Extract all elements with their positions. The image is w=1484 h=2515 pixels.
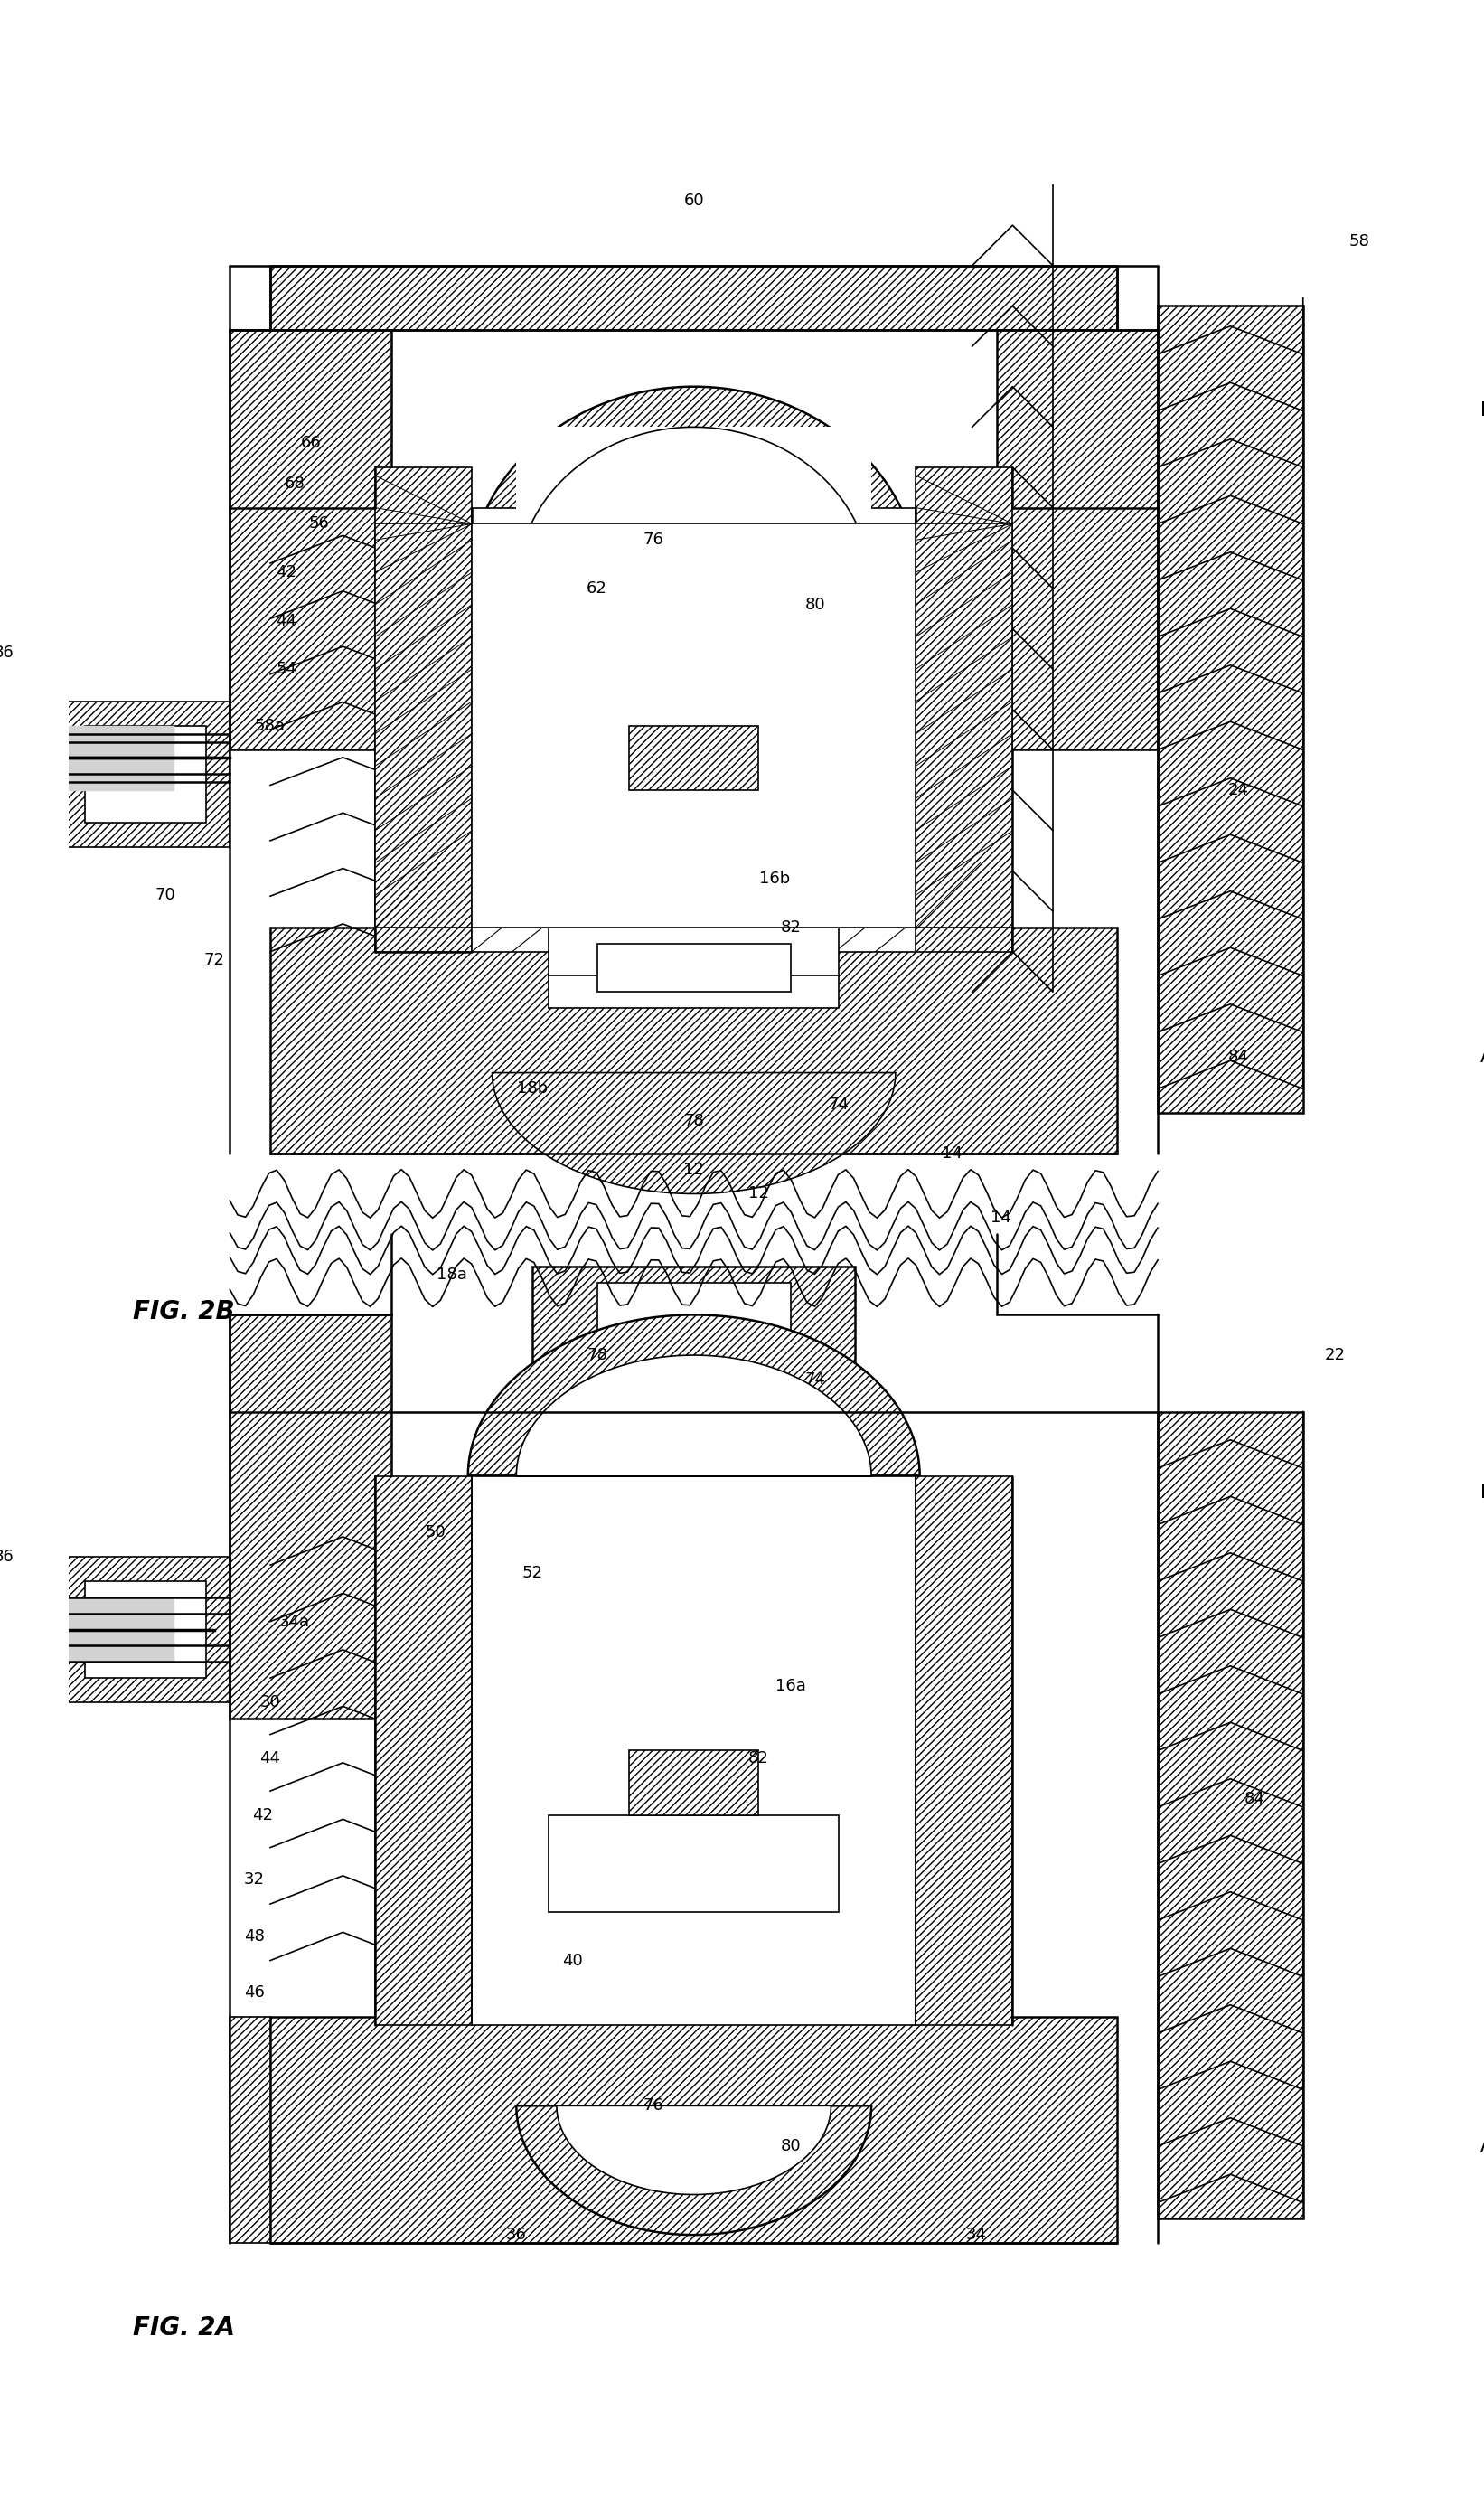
Polygon shape [629, 727, 758, 790]
Bar [472, 508, 916, 951]
Polygon shape [270, 267, 1117, 329]
Polygon shape [52, 702, 230, 848]
Text: 80: 80 [804, 596, 825, 614]
Text: 36: 36 [506, 2226, 527, 2243]
Text: 34a: 34a [279, 1612, 310, 1630]
Polygon shape [516, 2105, 871, 2236]
Polygon shape [916, 1476, 1012, 2025]
Polygon shape [533, 1268, 855, 1396]
Bar [85, 1582, 206, 1678]
Text: 22: 22 [1325, 1348, 1346, 1363]
Text: B: B [1481, 402, 1484, 420]
Text: 50: 50 [426, 1524, 445, 1542]
Text: 68: 68 [283, 475, 304, 490]
Polygon shape [375, 523, 472, 928]
Text: 72: 72 [203, 951, 224, 968]
Text: 40: 40 [562, 1952, 583, 1969]
Polygon shape [467, 1315, 920, 1476]
Text: 62: 62 [586, 581, 607, 596]
Text: 86: 86 [0, 644, 15, 661]
Text: 14: 14 [990, 1210, 1011, 1227]
Bar [472, 523, 916, 928]
Text: 30: 30 [260, 1695, 280, 1710]
Polygon shape [516, 428, 871, 589]
Text: 76: 76 [643, 531, 663, 548]
Text: 84: 84 [1229, 1049, 1250, 1064]
Polygon shape [1158, 1411, 1303, 2218]
Text: 84: 84 [1244, 1791, 1264, 1808]
Text: 78: 78 [586, 1348, 607, 1363]
Text: 46: 46 [243, 1984, 264, 2002]
Text: A: A [1481, 2138, 1484, 2155]
Text: 44: 44 [276, 614, 297, 629]
Text: 76: 76 [643, 2098, 663, 2115]
Polygon shape [556, 2105, 831, 2196]
Text: 74: 74 [828, 1097, 849, 1114]
Text: FIG. 2B: FIG. 2B [134, 1298, 234, 1323]
Bar [549, 1816, 838, 1911]
Bar [472, 523, 916, 928]
Polygon shape [996, 329, 1158, 749]
Polygon shape [230, 2017, 270, 2243]
Text: A: A [1481, 1046, 1484, 1066]
Text: 80: 80 [781, 2138, 801, 2155]
Text: 18b: 18b [516, 1081, 548, 1097]
Text: 16b: 16b [758, 870, 789, 888]
Text: 32: 32 [243, 1871, 264, 1889]
Text: 34: 34 [966, 2226, 987, 2243]
Text: 60: 60 [684, 194, 703, 209]
Text: 16a: 16a [775, 1678, 806, 1695]
Polygon shape [916, 468, 1012, 951]
Text: 14: 14 [942, 1144, 963, 1162]
Text: 56: 56 [309, 516, 329, 533]
Bar [597, 1283, 791, 1363]
Bar [516, 428, 871, 604]
Polygon shape [230, 1315, 392, 1718]
Text: 54: 54 [276, 661, 297, 677]
Polygon shape [375, 468, 472, 951]
Polygon shape [270, 928, 1117, 1154]
Text: 12: 12 [748, 1185, 769, 1202]
Polygon shape [629, 1750, 758, 1816]
Text: 18a: 18a [436, 1268, 467, 1283]
Text: 82: 82 [781, 920, 801, 936]
Polygon shape [230, 329, 392, 749]
Text: 78: 78 [684, 1114, 705, 1129]
Polygon shape [375, 1476, 472, 2025]
Text: 52: 52 [522, 1564, 543, 1582]
Polygon shape [52, 1557, 230, 1703]
Text: 66: 66 [300, 435, 321, 450]
Polygon shape [270, 2017, 1117, 2243]
Bar [472, 1476, 916, 2025]
Text: 48: 48 [243, 1929, 264, 1944]
Text: 58: 58 [1349, 234, 1370, 249]
Polygon shape [493, 1074, 895, 1195]
Polygon shape [467, 387, 920, 589]
Bar [85, 727, 206, 822]
Polygon shape [516, 1356, 871, 1476]
Text: 44: 44 [260, 1750, 280, 1768]
Text: B: B [1481, 1484, 1484, 1501]
Text: FIG. 2A: FIG. 2A [134, 2316, 234, 2341]
Bar [549, 910, 838, 1009]
Text: 12: 12 [684, 1162, 705, 1177]
Text: 42: 42 [276, 563, 297, 581]
Text: 86: 86 [0, 1549, 15, 1564]
Text: 82: 82 [748, 1750, 769, 1768]
Text: 70: 70 [154, 888, 175, 903]
Bar [597, 943, 791, 991]
Polygon shape [916, 523, 1012, 928]
Text: 74: 74 [804, 1371, 825, 1388]
Text: 24: 24 [1229, 782, 1250, 797]
Text: 58a: 58a [255, 717, 285, 734]
Text: 42: 42 [252, 1808, 273, 1823]
Polygon shape [1158, 307, 1303, 1114]
